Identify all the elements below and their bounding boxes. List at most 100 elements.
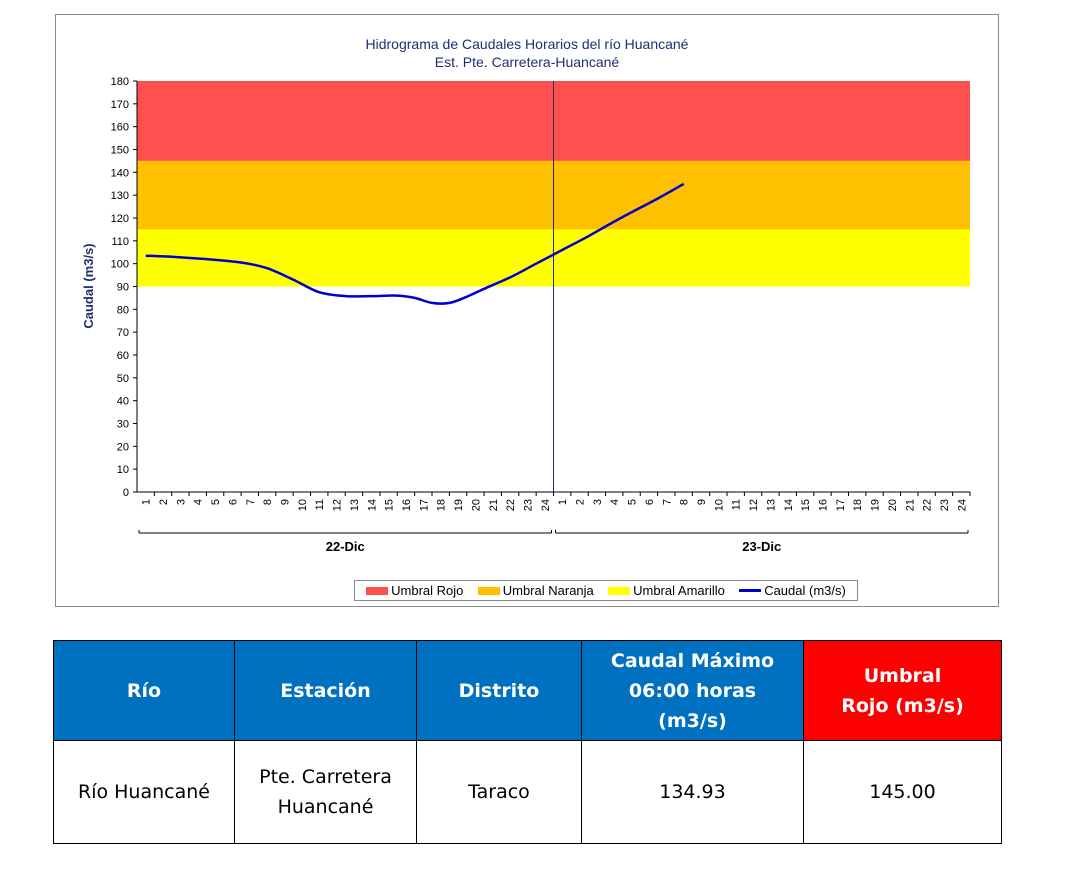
day-label: 23-Dic xyxy=(742,539,781,554)
x-tick-label: 24 xyxy=(540,499,552,511)
day-label: 22-Dic xyxy=(326,539,365,554)
x-tick-label: 9 xyxy=(280,499,292,505)
y-tick-label: 60 xyxy=(117,350,129,362)
x-tick-label: 16 xyxy=(401,499,413,511)
y-tick-label: 130 xyxy=(111,190,129,202)
y-tick-label: 40 xyxy=(117,396,129,408)
y-tick-label: 90 xyxy=(117,282,129,294)
legend-swatch-orange xyxy=(477,586,500,595)
chart-legend: Umbral Rojo Umbral Naranja Umbral Amaril… xyxy=(354,580,858,601)
y-tick-label: 80 xyxy=(117,304,129,316)
y-tick-label: 30 xyxy=(117,419,129,431)
y-tick-label: 100 xyxy=(111,259,129,271)
y-tick-label: 160 xyxy=(111,122,129,134)
x-tick-label: 5 xyxy=(210,499,222,505)
y-tick-label: 170 xyxy=(111,99,129,111)
x-tick-label: 12 xyxy=(332,499,344,511)
x-tick-label: 13 xyxy=(349,499,361,511)
x-tick-label: 21 xyxy=(488,499,500,511)
cell-umbral-rojo: 145.00 xyxy=(803,740,1002,844)
x-tick-label: 14 xyxy=(366,499,378,511)
header-umbral-rojo: Umbral Rojo (m3/s) xyxy=(803,640,1002,741)
x-tick-label: 2 xyxy=(158,499,170,505)
legend-item-umbral-rojo: Umbral Rojo xyxy=(366,583,463,598)
x-tick-label: 1 xyxy=(141,499,153,505)
header-rio: Río xyxy=(53,640,235,741)
y-tick-label: 10 xyxy=(117,464,129,476)
x-tick-label: 19 xyxy=(870,499,882,511)
header-caudal-maximo: Caudal Máximo 06:00 horas (m3/s) xyxy=(581,640,804,741)
x-tick-label: 11 xyxy=(314,499,326,510)
x-tick-label: 4 xyxy=(609,499,621,505)
x-tick-label: 5 xyxy=(627,499,639,505)
legend-label: Umbral Amarillo xyxy=(633,583,725,598)
legend-swatch-red xyxy=(366,586,389,595)
y-tick-label: 150 xyxy=(111,145,129,157)
x-tick-label: 20 xyxy=(470,499,482,511)
y-tick-label: 140 xyxy=(111,167,129,179)
x-tick-label: 10 xyxy=(713,499,725,511)
x-tick-label: 15 xyxy=(800,499,812,511)
x-tick-label: 17 xyxy=(418,499,430,511)
legend-swatch-yellow xyxy=(608,586,631,595)
x-tick-label: 12 xyxy=(748,499,760,511)
x-tick-label: 18 xyxy=(436,499,448,511)
x-tick-label: 13 xyxy=(765,499,777,511)
y-tick-label: 180 xyxy=(111,76,129,88)
chart-title: Hidrograma de Caudales Horarios del río … xyxy=(366,36,689,52)
x-tick-label: 14 xyxy=(783,499,795,511)
y-tick-label: 0 xyxy=(123,487,129,499)
x-tick-label: 20 xyxy=(887,499,899,511)
x-tick-label: 11 xyxy=(731,499,743,510)
y-tick-label: 50 xyxy=(117,373,129,385)
x-tick-label: 2 xyxy=(575,499,587,505)
table-header-row: Río Estación Distrito Caudal Máximo 06:0… xyxy=(53,640,1002,741)
x-tick-label: 24 xyxy=(956,499,968,511)
x-tick-label: 9 xyxy=(696,499,708,505)
x-tick-label: 7 xyxy=(661,499,673,505)
legend-item-umbral-naranja: Umbral Naranja xyxy=(477,583,594,598)
header-caudal-maximo-text: Caudal Máximo 06:00 horas (m3/s) xyxy=(610,649,775,732)
y-tick-label: 70 xyxy=(117,327,129,339)
series-line-caudal xyxy=(145,182,685,305)
chart-frame: 0 10 20 30 40 50 60 70 80 90 100 110 120 130 140 150 160… xyxy=(55,14,999,607)
x-tick-label: 21 xyxy=(904,499,916,511)
x-tick-label: 19 xyxy=(453,499,465,511)
cell-rio: Río Huancané xyxy=(53,740,235,844)
x-tick-label: 18 xyxy=(852,499,864,511)
x-tick-label: 15 xyxy=(384,499,396,511)
y-tick-label: 20 xyxy=(117,441,129,453)
cell-estacion-text: Pte. Carretera Huancané xyxy=(259,766,392,818)
x-tick-label: 8 xyxy=(679,499,691,505)
x-tick-label: 10 xyxy=(297,499,309,511)
legend-label: Caudal (m3/s) xyxy=(764,583,846,598)
legend-item-umbral-amarillo: Umbral Amarillo xyxy=(608,583,725,598)
x-tick-label: 22 xyxy=(505,499,517,511)
legend-item-caudal: Caudal (m3/s) xyxy=(739,583,846,598)
legend-line-blue xyxy=(739,589,762,592)
legend-label: Umbral Rojo xyxy=(391,583,464,598)
header-distrito: Distrito xyxy=(416,640,582,741)
legend-label: Umbral Naranja xyxy=(502,583,594,598)
x-tick-label: 3 xyxy=(175,499,187,505)
table-row: Río Huancané Pte. Carretera Huancané Tar… xyxy=(53,740,1002,844)
x-tick-label: 6 xyxy=(644,499,656,505)
x-tick-label: 23 xyxy=(939,499,951,511)
x-tick-label: 4 xyxy=(193,499,205,505)
x-tick-label: 22 xyxy=(922,499,934,511)
cell-estacion: Pte. Carretera Huancané xyxy=(234,740,417,844)
hydrograph-chart: 0102030405060708090100110120130140150160… xyxy=(81,36,971,554)
flow-table: Río Estación Distrito Caudal Máximo 06:0… xyxy=(53,640,1002,844)
x-tick-label: 8 xyxy=(262,499,274,505)
chart-subtitle: Est. Pte. Carretera-Huancané xyxy=(435,54,620,70)
header-estacion: Estación xyxy=(234,640,417,741)
x-tick-label: 1 xyxy=(557,499,569,505)
x-tick-label: 7 xyxy=(245,499,257,505)
x-tick-label: 16 xyxy=(817,499,829,511)
x-tick-label: 3 xyxy=(592,499,604,505)
header-umbral-rojo-text: Umbral Rojo (m3/s) xyxy=(841,664,964,717)
x-tick-label: 23 xyxy=(522,499,534,511)
x-tick-label: 17 xyxy=(835,499,847,511)
cell-distrito: Taraco xyxy=(416,740,582,844)
cell-caudal-maximo: 134.93 xyxy=(581,740,804,844)
